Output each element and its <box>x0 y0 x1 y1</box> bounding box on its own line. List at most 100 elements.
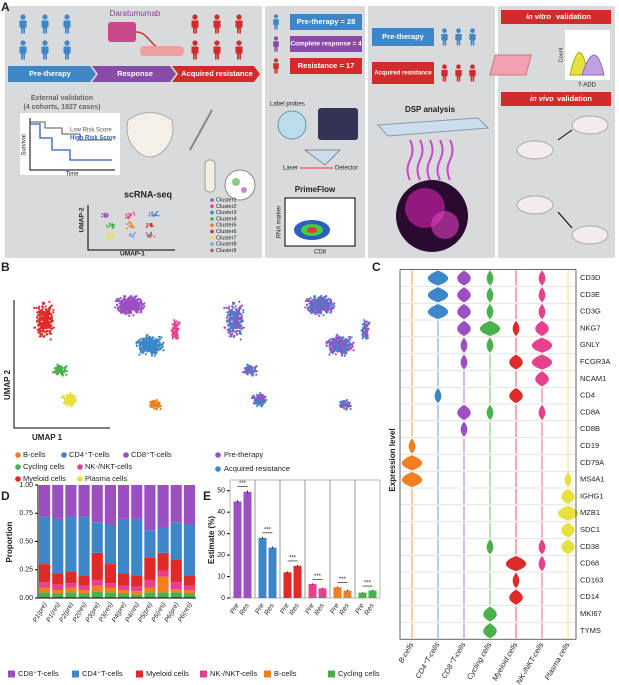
umap-point <box>149 406 153 409</box>
umap-point <box>132 233 135 236</box>
bar-segment <box>65 572 77 584</box>
umap-point <box>257 396 260 399</box>
umap-point <box>252 397 256 400</box>
umap-point <box>350 336 353 339</box>
umap-point <box>112 223 115 226</box>
umap-point <box>316 311 319 314</box>
umap-condition <box>223 294 371 411</box>
legend-label: CD4⁺T-cells <box>69 450 110 459</box>
umap-point <box>49 307 52 310</box>
vitro: in vitro <box>526 12 551 21</box>
umap-point <box>41 323 44 326</box>
y-tick-label: 0.00 <box>19 595 33 602</box>
primeflow-label: PrimeFlow <box>295 185 336 194</box>
umap-point <box>304 306 307 309</box>
umap-point <box>154 340 157 344</box>
umap-point <box>119 309 123 312</box>
umap-point <box>139 304 142 307</box>
hist-xlabel: 7-ADD <box>578 83 597 89</box>
violin <box>538 539 546 555</box>
violin <box>486 270 494 286</box>
umap-point <box>128 225 131 228</box>
bar <box>318 588 327 598</box>
umap-point <box>325 311 328 314</box>
umap-point <box>228 320 231 323</box>
umap-ylabel: UMAP 2 <box>3 369 12 400</box>
umap-point <box>264 395 267 398</box>
legend-label: Cycling cells <box>23 462 65 471</box>
violin <box>483 606 497 622</box>
umap-point <box>46 314 50 317</box>
umap-point <box>158 402 161 405</box>
umap-point <box>235 330 238 333</box>
bar <box>358 592 367 598</box>
umap-point <box>49 329 52 333</box>
umap-point <box>343 344 346 347</box>
bar-segment <box>104 485 116 525</box>
umap-point <box>161 343 164 346</box>
umap-point <box>116 308 119 311</box>
umap-point <box>344 347 347 350</box>
umap-point <box>149 401 152 404</box>
bar-segment <box>78 575 90 586</box>
umap-point <box>322 307 326 310</box>
umap-point <box>252 394 255 397</box>
panel-label: B <box>1 260 10 274</box>
umap-point <box>39 316 42 319</box>
x-tick-label: Cycling cells <box>465 640 494 681</box>
violin <box>401 472 423 488</box>
umap-point <box>317 304 320 307</box>
umap-point <box>345 408 348 411</box>
umap-point <box>235 321 238 324</box>
umap-point <box>125 213 128 216</box>
x-tick-label: Pre <box>254 602 266 615</box>
umap-point <box>107 236 110 239</box>
umap-point <box>333 346 336 349</box>
bar-segment <box>78 485 90 517</box>
bar-segment <box>144 579 156 588</box>
umap-point <box>363 321 367 324</box>
violin <box>538 304 546 320</box>
umap-point <box>135 311 138 314</box>
umap-point <box>331 344 334 347</box>
significance: *** <box>339 577 347 583</box>
umap-point <box>314 305 317 308</box>
violin <box>460 421 468 437</box>
violin <box>408 438 416 454</box>
umap-point <box>153 401 157 405</box>
km-box <box>20 113 120 175</box>
umap-point <box>316 308 319 312</box>
umap-point <box>47 321 51 324</box>
umap-point <box>325 344 328 348</box>
violin <box>427 287 449 303</box>
umap-point <box>171 332 174 336</box>
timeline-label: Response <box>117 69 153 78</box>
gene-label: MS4A1 <box>580 475 605 484</box>
umap-point <box>324 309 327 312</box>
umap-point <box>311 301 315 304</box>
umap-point <box>231 308 234 311</box>
umap-point <box>346 343 349 346</box>
cohort: Resistance = 17 <box>298 61 355 70</box>
umap-point <box>41 321 44 324</box>
umap-point <box>113 233 116 236</box>
umap-point <box>135 342 138 345</box>
validation: External validation <box>31 95 93 102</box>
umap-point <box>156 210 159 213</box>
umap-point <box>325 342 328 345</box>
umap-point <box>242 311 245 314</box>
x-tick-label: Res <box>339 602 352 617</box>
umap-point <box>139 349 143 352</box>
cluster-legend: Cluster1Cluster2Cluster3Cluster4Cluster5… <box>210 197 236 254</box>
umap-point <box>128 298 132 302</box>
umap-point <box>363 319 366 322</box>
legend-swatch <box>77 476 83 482</box>
umap-point <box>232 311 236 314</box>
umap-point <box>239 318 242 321</box>
umap-point <box>312 311 315 314</box>
umap-point <box>324 303 328 306</box>
bar-segment <box>52 590 64 594</box>
umap-point <box>316 299 319 303</box>
umap-point <box>155 398 158 402</box>
bar-segment <box>157 592 169 598</box>
